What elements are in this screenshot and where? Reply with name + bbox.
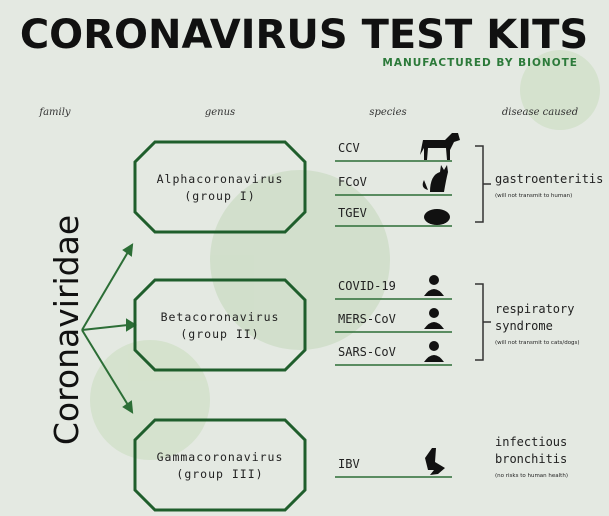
genus-label: (group I)	[184, 189, 255, 203]
species-label: COVID-19	[338, 279, 396, 293]
pig-icon	[424, 209, 450, 225]
column-header: species	[369, 107, 406, 118]
title: CORONAVIRUS TEST KITS	[20, 12, 588, 58]
subtitle: MANUFACTURED BY BIONOTE	[382, 57, 578, 69]
disease-note: (will not transmit to human)	[495, 193, 572, 199]
column-header: family	[38, 107, 71, 118]
species-label: SARS-CoV	[338, 345, 396, 359]
column-header: genus	[205, 107, 235, 118]
family-label: Coronaviridae	[47, 215, 86, 445]
disease-label: respiratory	[495, 302, 574, 316]
person-icon	[429, 341, 439, 351]
genus-label: Betacoronavirus	[161, 310, 280, 324]
species-label: FCoV	[338, 175, 367, 189]
person-icon	[429, 275, 439, 285]
disease-label: gastroenteritis	[495, 172, 603, 186]
person-icon	[429, 308, 439, 318]
disease-label: syndrome	[495, 319, 553, 333]
disease-note: (no risks to human health)	[495, 473, 568, 479]
column-header: disease caused	[502, 107, 578, 118]
genus-label: (group III)	[176, 467, 263, 481]
genus-label: (group II)	[180, 327, 259, 341]
species-label: MERS-CoV	[338, 312, 396, 326]
species-label: TGEV	[338, 206, 367, 220]
genus-label: Gammacoronavirus	[157, 450, 284, 464]
disease-note: (will not transmit to cats/dogs)	[495, 340, 580, 346]
disease-label: bronchitis	[495, 452, 567, 466]
species-label: IBV	[338, 457, 360, 471]
disease-label: infectious	[495, 435, 567, 449]
genus-label: Alphacoronavirus	[157, 172, 284, 186]
species-label: CCV	[338, 141, 360, 155]
infographic: CORONAVIRUS TEST KITS MANUFACTURED BY BI…	[0, 0, 609, 516]
